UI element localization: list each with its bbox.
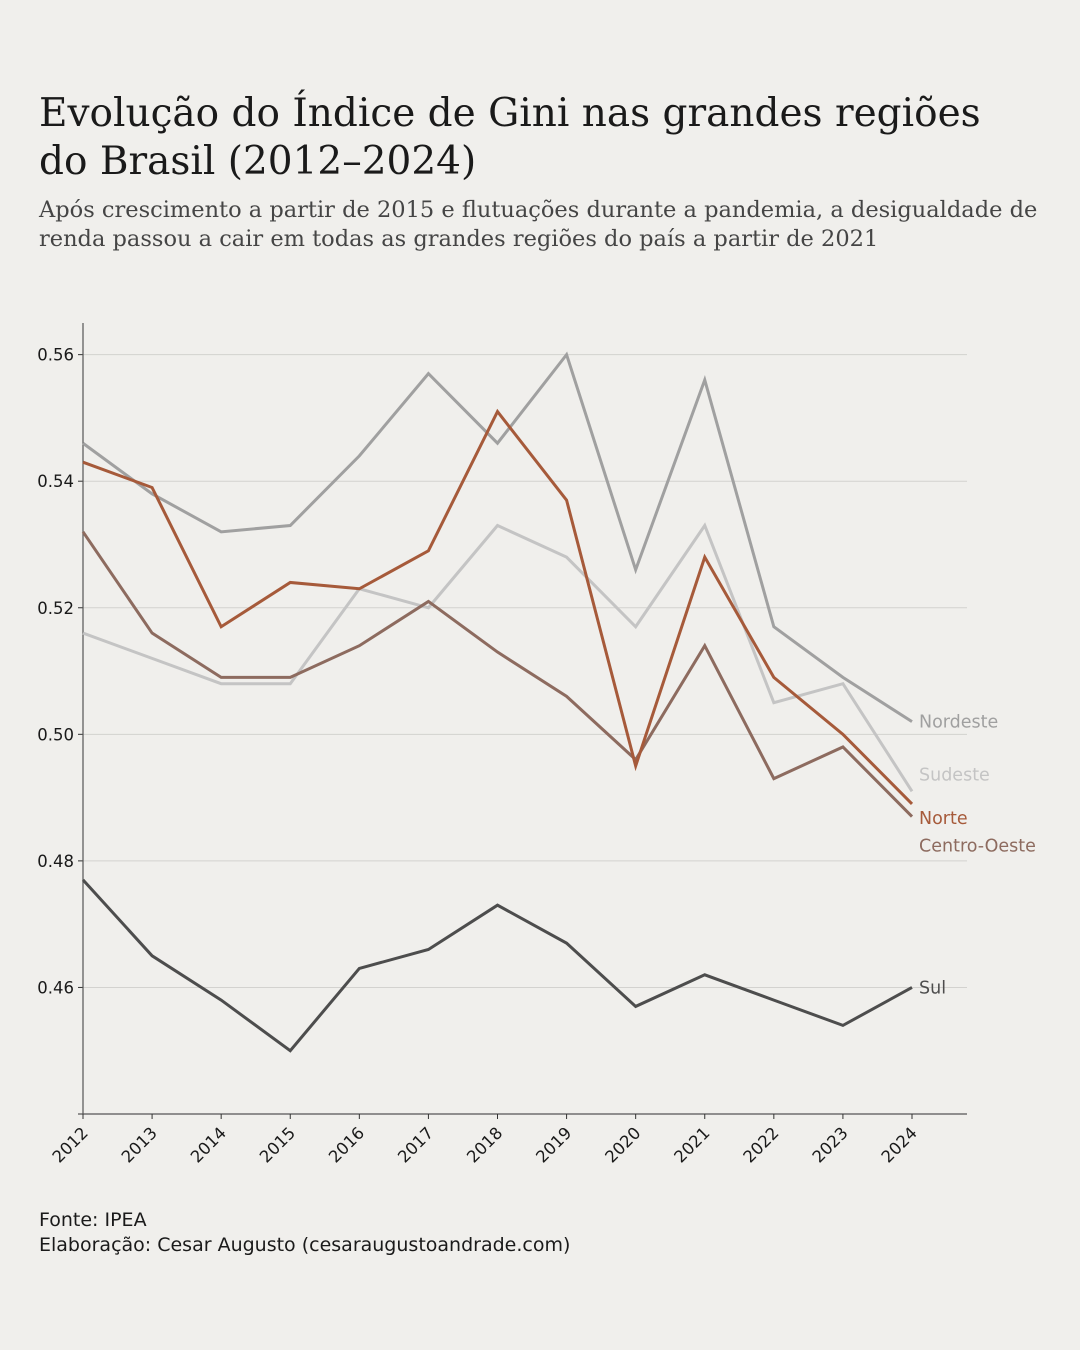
series-line-sul — [81, 878, 913, 1053]
series-label: Nordeste — [919, 713, 998, 733]
series-line-centro-oeste — [81, 530, 914, 818]
series-label: Centro-Oeste — [919, 837, 1036, 857]
series-label: Sudeste — [919, 765, 990, 785]
x-tick-label: 2018 — [463, 1123, 506, 1166]
x-tick-label: 2012 — [49, 1123, 92, 1166]
chart-subtitle: Após crescimento a partir de 2015 e flut… — [39, 197, 1038, 252]
y-tick-label: 0.56 — [37, 346, 74, 365]
y-tick-label: 0.54 — [37, 472, 74, 491]
x-tick-label: 2014 — [187, 1123, 230, 1166]
series-line-nordeste — [82, 351, 913, 723]
x-tick-label: 2015 — [256, 1123, 299, 1166]
series-line-norte — [82, 408, 914, 805]
x-tick-label: 2023 — [809, 1123, 852, 1166]
x-tick-label: 2021 — [670, 1123, 713, 1166]
x-tick-label: 2017 — [394, 1123, 437, 1166]
series-label: Sul — [919, 978, 946, 998]
x-tick-label: 2020 — [601, 1123, 644, 1166]
y-tick-label: 0.52 — [37, 599, 74, 618]
x-tick-label: 2024 — [878, 1123, 921, 1166]
series-label: Norte — [919, 809, 968, 829]
x-tick-label: 2016 — [325, 1123, 368, 1166]
footer: Fonte: IPEA Elaboração: Cesar Augusto (c… — [39, 1208, 570, 1258]
series-line-sudeste — [82, 522, 914, 793]
y-tick-label: 0.48 — [37, 852, 74, 871]
x-tick-label: 2022 — [740, 1123, 783, 1166]
x-tick-label: 2013 — [118, 1123, 161, 1166]
y-tick-label: 0.50 — [37, 725, 74, 744]
credit-note: Elaboração: Cesar Augusto (cesaraugustoa… — [39, 1234, 571, 1256]
x-tick-label: 2019 — [532, 1123, 575, 1166]
y-tick-label: 0.46 — [37, 978, 74, 997]
source-note: Fonte: IPEA — [39, 1209, 147, 1231]
chart-title: Evolução do Índice de Gini nas grandes r… — [39, 91, 981, 184]
